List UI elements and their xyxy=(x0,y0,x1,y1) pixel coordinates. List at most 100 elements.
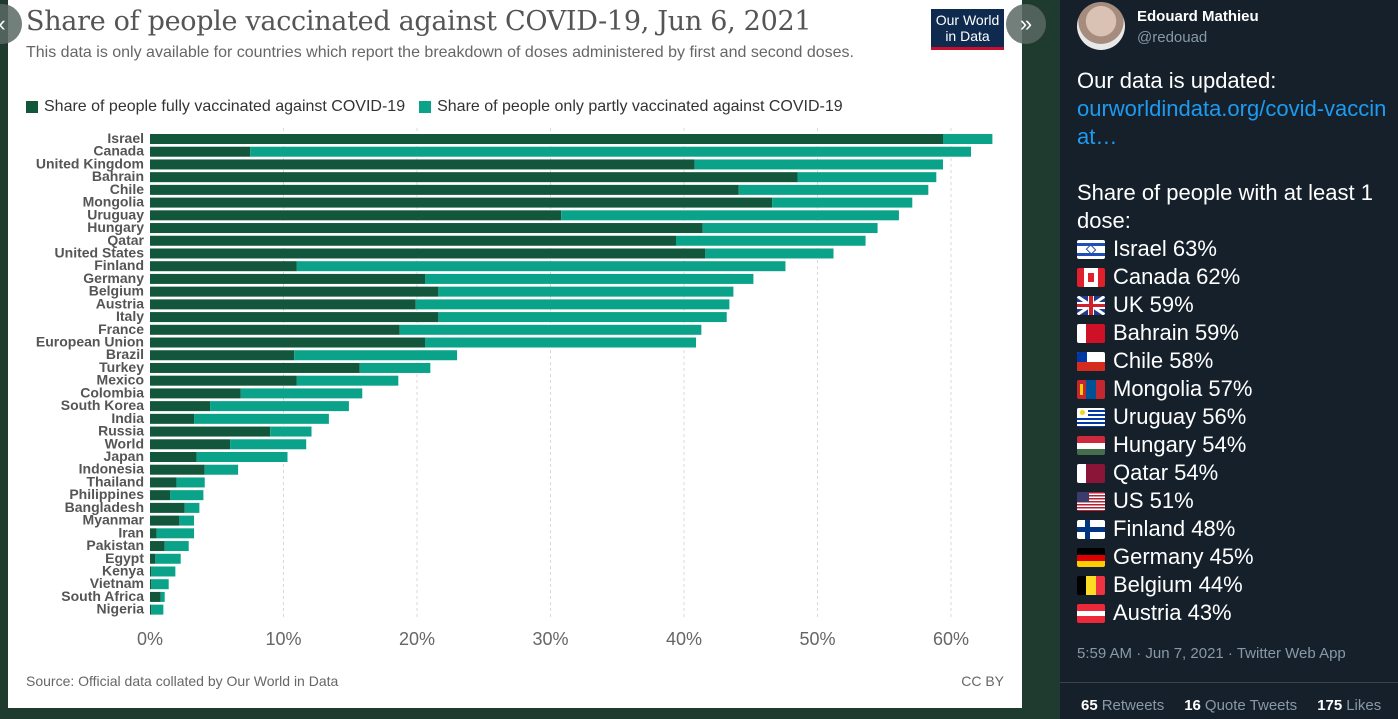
bar-fully-vaccinated xyxy=(150,452,197,462)
bar-partly-vaccinated xyxy=(270,426,312,437)
category-label: Iran xyxy=(118,524,144,540)
bar-fully-vaccinated xyxy=(150,146,251,157)
bar-partly-vaccinated xyxy=(694,159,943,170)
author-name[interactable]: Edouard Mathieu xyxy=(1137,8,1259,25)
category-label: Colombia xyxy=(80,384,144,400)
category-label: Bahrain xyxy=(92,168,144,184)
logo-line-2: in Data xyxy=(945,28,990,44)
bar-partly-vaccinated xyxy=(425,273,754,284)
chart-source: Source: Official data collated by Our Wo… xyxy=(26,673,339,689)
bar-partly-vaccinated xyxy=(705,248,834,259)
category-label: Qatar xyxy=(107,232,144,248)
bar-fully-vaccinated xyxy=(150,337,426,348)
x-tick-label: 10% xyxy=(265,629,301,649)
stat-quote-tweets[interactable]: 16 Quote Tweets xyxy=(1184,697,1297,714)
category-label: Finland xyxy=(94,257,144,273)
double-chevron-right-icon: » xyxy=(1019,11,1033,36)
category-label: Kenya xyxy=(102,562,144,578)
stat-retweets[interactable]: 65 Retweets xyxy=(1081,697,1164,714)
tweet-panel: Edouard Mathieu @redouad Our data is upd… xyxy=(1060,0,1398,719)
category-label: European Union xyxy=(36,334,144,350)
bar-fully-vaccinated xyxy=(150,299,416,310)
category-label: Israel xyxy=(107,130,144,146)
category-label: Pakistan xyxy=(86,537,144,553)
flag-list-text: Israel 63% xyxy=(1113,236,1217,261)
uruguay-flag-icon xyxy=(1077,407,1105,427)
bar-partly-vaccinated xyxy=(702,223,878,234)
bar-partly-vaccinated xyxy=(230,439,307,450)
bar-fully-vaccinated xyxy=(150,413,195,424)
expand-panel-button[interactable]: » xyxy=(1006,4,1046,44)
category-label: Thailand xyxy=(86,473,144,489)
bar-fully-vaccinated xyxy=(150,528,157,539)
bar-partly-vaccinated xyxy=(425,337,697,348)
category-label: Austria xyxy=(96,295,144,311)
flag-list-text: Chile 58% xyxy=(1113,348,1214,373)
category-label: France xyxy=(98,321,144,337)
avatar[interactable] xyxy=(1077,2,1125,50)
bar-fully-vaccinated xyxy=(150,184,739,195)
qatar-flag-icon xyxy=(1077,463,1105,483)
legend-label-partly: Share of people only partly vaccinated a… xyxy=(437,98,843,115)
bar-fully-vaccinated xyxy=(150,604,152,615)
stat-likes[interactable]: 175 Likes xyxy=(1317,697,1381,714)
stat-label: Quote Tweets xyxy=(1204,697,1298,714)
author-handle[interactable]: @redouad xyxy=(1137,29,1208,46)
category-label: South Africa xyxy=(61,588,144,604)
bar-partly-vaccinated xyxy=(164,541,189,552)
bar-fully-vaccinated xyxy=(150,401,211,412)
flag-list-text: Uruguay 56% xyxy=(1113,404,1247,429)
category-label: Turkey xyxy=(99,359,144,375)
bar-partly-vaccinated xyxy=(179,515,195,526)
owid-logo: Our World in Data xyxy=(931,9,1004,50)
flag-list-item: Belgium 44% xyxy=(1077,571,1387,599)
uk-flag-icon xyxy=(1077,295,1105,315)
bar-partly-vaccinated xyxy=(210,401,349,412)
category-label: Brazil xyxy=(106,346,144,362)
tweet-timestamp[interactable]: 5:59 AM · Jun 7, 2021 · Twitter Web App xyxy=(1077,645,1346,662)
stat-label: Likes xyxy=(1346,697,1382,714)
belgium-flag-icon xyxy=(1077,575,1105,595)
x-tick-label: 50% xyxy=(799,629,835,649)
bar-partly-vaccinated xyxy=(797,172,937,183)
tweet-body: Our data is updated: ourworldindata.org/… xyxy=(1077,67,1387,627)
bar-fully-vaccinated xyxy=(150,477,177,488)
bar-partly-vaccinated xyxy=(772,197,913,208)
previous-image-button[interactable]: ‹ xyxy=(0,4,22,44)
flag-list-text: Qatar 54% xyxy=(1113,460,1219,485)
bar-partly-vaccinated xyxy=(176,477,205,488)
bar-partly-vaccinated xyxy=(151,566,176,577)
category-label: Indonesia xyxy=(79,461,145,477)
bar-fully-vaccinated xyxy=(150,312,439,323)
flag-list-item: Hungary 54% xyxy=(1077,431,1387,459)
bar-fully-vaccinated xyxy=(150,439,231,450)
tweet-link[interactable]: ourworldindata.org/covid-vaccinat… xyxy=(1077,96,1387,149)
bar-partly-vaccinated xyxy=(399,324,702,335)
finland-flag-icon xyxy=(1077,519,1105,539)
bar-partly-vaccinated xyxy=(359,362,431,373)
bar-fully-vaccinated xyxy=(150,134,943,144)
bar-fully-vaccinated xyxy=(150,159,695,170)
x-tick-label: 60% xyxy=(933,629,969,649)
flag-list-text: Canada 62% xyxy=(1113,264,1241,289)
bar-fully-vaccinated xyxy=(150,553,156,564)
bar-partly-vaccinated xyxy=(942,134,993,144)
bar-partly-vaccinated xyxy=(170,490,204,501)
category-label: United Kingdom xyxy=(36,155,144,171)
bar-fully-vaccinated xyxy=(150,579,152,590)
legend-item-partly: Share of people only partly vaccinated a… xyxy=(419,98,843,116)
flag-list-item: Uruguay 56% xyxy=(1077,403,1387,431)
bar-partly-vaccinated xyxy=(155,553,181,564)
category-label: South Korea xyxy=(61,397,144,413)
canada-flag-icon xyxy=(1077,267,1105,287)
category-label: Belgium xyxy=(89,283,144,299)
legend-swatch-fully xyxy=(26,101,38,113)
category-label: Nigeria xyxy=(97,601,145,617)
legend-item-fully: Share of people fully vaccinated against… xyxy=(26,98,405,116)
flag-list-text: Mongolia 57% xyxy=(1113,376,1253,401)
germany-flag-icon xyxy=(1077,547,1105,567)
bar-fully-vaccinated xyxy=(150,286,439,297)
stat-count: 65 xyxy=(1081,697,1098,714)
category-label: India xyxy=(111,410,144,426)
